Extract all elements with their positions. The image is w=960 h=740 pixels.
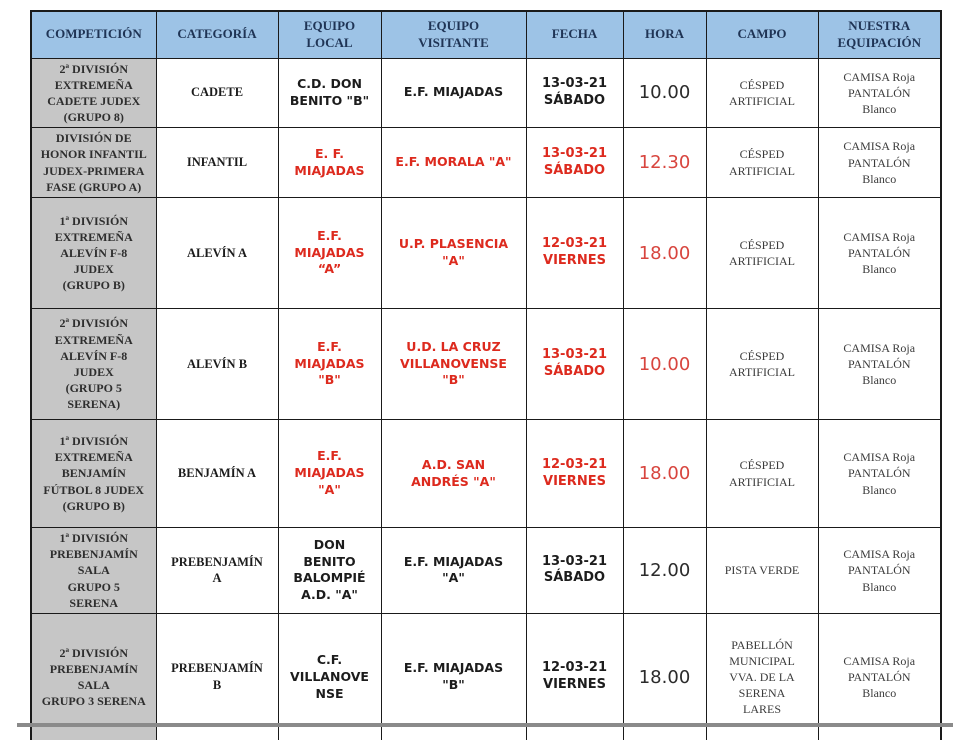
kit-cell: CAMISA Roja PANTALÓN Blanco (817, 612, 942, 740)
header-campo: CAMPO (705, 10, 819, 59)
competition-cell: 1ª DIVISIÓN PREBENJAMÍN SALA GRUPO 5 SER… (30, 527, 157, 614)
table-row: 2ª DIVISIÓN EXTREMEÑA CADETE JUDEX (GRUP… (30, 57, 942, 129)
category-cell: ALEVÍN A (155, 197, 279, 309)
table-row: 2ª DIVISIÓN PREBENJAMÍN SALA GRUPO 3 SER… (30, 612, 942, 740)
time-cell: 18.00 (622, 612, 707, 740)
competition-cell: 2ª DIVISIÓN PREBENJAMÍN SALA GRUPO 3 SER… (30, 612, 157, 740)
field-cell: CÉSPED ARTIFICIAL (705, 127, 819, 198)
category-cell: BENJAMÍN A (155, 419, 279, 528)
competition-cell: 2ª DIVISIÓN EXTREMEÑA CADETE JUDEX (GRUP… (30, 57, 157, 129)
kit-cell: CAMISA Roja PANTALÓN Blanco (817, 527, 942, 614)
time-cell: 10.00 (622, 308, 707, 420)
competition-cell: 1ª DIVISIÓN EXTREMEÑA BENJAMÍN FÚTBOL 8 … (30, 419, 157, 528)
time-cell: 18.00 (622, 197, 707, 309)
kit-cell: CAMISA Roja PANTALÓN Blanco (817, 57, 942, 129)
header-fecha: FECHA (525, 10, 624, 59)
field-cell: CÉSPED ARTIFICIAL (705, 308, 819, 420)
header-hora: HORA (622, 10, 707, 59)
category-cell: PREBENJAMÍN A (155, 527, 279, 614)
visitor-team-cell: E.F. MIAJADAS "B" (380, 612, 527, 740)
table-row: 1ª DIVISIÓN EXTREMEÑA ALEVÍN F-8 JUDEX (… (30, 197, 942, 309)
visitor-team-cell: E.F. MIAJADAS "A" (380, 527, 527, 614)
local-team-cell: C.D. DON BENITO "B" (277, 57, 382, 129)
header-competicion: COMPETICIÓN (30, 10, 157, 59)
date-cell: 13-03-21 SÁBADO (525, 127, 624, 198)
category-cell: CADETE (155, 57, 279, 129)
field-cell: PABELLÓN MUNICIPAL VVA. DE LA SERENA LAR… (705, 612, 819, 740)
local-team-cell: E.F. MIAJADAS “A” (277, 197, 382, 309)
field-cell: CÉSPED ARTIFICIAL (705, 197, 819, 309)
visitor-team-cell: E.F. MIAJADAS (380, 57, 527, 129)
local-team-cell: E.F. MIAJADAS "A" (277, 419, 382, 528)
time-cell: 18.00 (622, 419, 707, 528)
kit-cell: CAMISA Roja PANTALÓN Blanco (817, 197, 942, 309)
table-row: DIVISIÓN DE HONOR INFANTIL JUDEX-PRIMERA… (30, 127, 942, 198)
time-cell: 12.00 (622, 527, 707, 614)
category-cell: ALEVÍN B (155, 308, 279, 420)
header-nuestra-equipacion: NUESTRA EQUIPACIÓN (817, 10, 942, 59)
kit-cell: CAMISA Roja PANTALÓN Blanco (817, 308, 942, 420)
kit-cell: CAMISA Roja PANTALÓN Blanco (817, 127, 942, 198)
category-cell: PREBENJAMÍN B (155, 612, 279, 740)
competition-cell: 1ª DIVISIÓN EXTREMEÑA ALEVÍN F-8 JUDEX (… (30, 197, 157, 309)
local-team-cell: E.F. MIAJADAS "B" (277, 308, 382, 420)
time-cell: 12.30 (622, 127, 707, 198)
local-team-cell: DON BENITO BALOMPIÉ A.D. "A" (277, 527, 382, 614)
field-cell: CÉSPED ARTIFICIAL (705, 419, 819, 528)
table-row: 1ª DIVISIÓN PREBENJAMÍN SALA GRUPO 5 SER… (30, 527, 942, 614)
competition-cell: 2ª DIVISIÓN EXTREMEÑA ALEVÍN F-8 JUDEX (… (30, 308, 157, 420)
time-cell: 10.00 (622, 57, 707, 129)
local-team-cell: C.F. VILLANOVE NSE (277, 612, 382, 740)
date-cell: 12-03-21 VIERNES (525, 419, 624, 528)
table-bottom-border (17, 723, 953, 727)
header-categoria: CATEGORÍA (155, 10, 279, 59)
visitor-team-cell: U.P. PLASENCIA "A" (380, 197, 527, 309)
field-cell: CÉSPED ARTIFICIAL (705, 57, 819, 129)
table-row: 1ª DIVISIÓN EXTREMEÑA BENJAMÍN FÚTBOL 8 … (30, 419, 942, 528)
header-equipo-local: EQUIPO LOCAL (277, 10, 382, 59)
date-cell: 13-03-21 SÁBADO (525, 308, 624, 420)
date-cell: 12-03-21 VIERNES (525, 197, 624, 309)
date-cell: 12-03-21 VIERNES (525, 612, 624, 740)
field-cell: PISTA VERDE (705, 527, 819, 614)
date-cell: 13-03-21 SÁBADO (525, 57, 624, 129)
kit-cell: CAMISA Roja PANTALÓN Blanco (817, 419, 942, 528)
header-equipo-visitante: EQUIPO VISITANTE (380, 10, 527, 59)
table-row: 2ª DIVISIÓN EXTREMEÑA ALEVÍN F-8 JUDEX (… (30, 308, 942, 420)
competition-cell: DIVISIÓN DE HONOR INFANTIL JUDEX-PRIMERA… (30, 127, 157, 198)
header-row: COMPETICIÓN CATEGORÍA EQUIPO LOCAL EQUIP… (30, 10, 942, 59)
visitor-team-cell: U.D. LA CRUZ VILLANOVENSE "B" (380, 308, 527, 420)
local-team-cell: E. F. MIAJADAS (277, 127, 382, 198)
visitor-team-cell: E.F. MORALA "A" (380, 127, 527, 198)
visitor-team-cell: A.D. SAN ANDRÉS "A" (380, 419, 527, 528)
category-cell: INFANTIL (155, 127, 279, 198)
fixtures-table: COMPETICIÓN CATEGORÍA EQUIPO LOCAL EQUIP… (30, 10, 942, 740)
date-cell: 13-03-21 SÁBADO (525, 527, 624, 614)
